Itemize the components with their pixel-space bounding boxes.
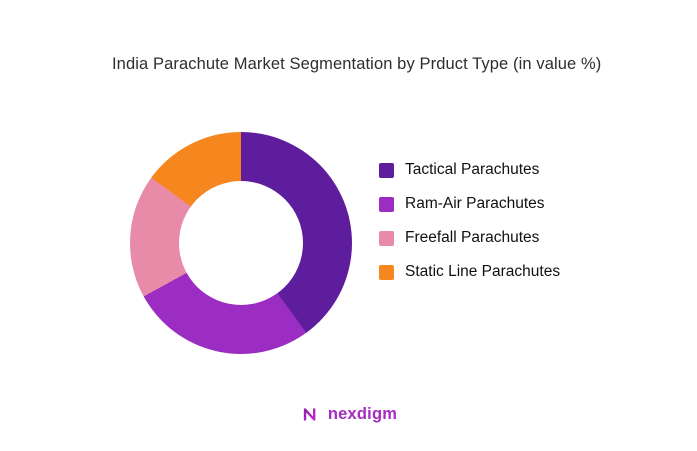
legend-item-ram-air: Ram-Air Parachutes	[379, 194, 560, 214]
legend-item-tactical: Tactical Parachutes	[379, 160, 560, 180]
legend-label: Freefall Parachutes	[405, 229, 540, 246]
legend-swatch	[379, 162, 394, 178]
legend-label: Tactical Parachutes	[405, 161, 540, 178]
chart-title: India Parachute Market Segmentation by P…	[112, 55, 602, 73]
brand-name: nexdigm	[327, 404, 398, 423]
legend-swatch	[379, 230, 394, 246]
legend-swatch	[379, 264, 394, 280]
brand-footer: nexdigm	[0, 403, 697, 425]
legend-label: Static Line Parachutes	[405, 263, 561, 280]
legend-label: Ram-Air Parachutes	[405, 195, 545, 212]
nexdigm-logo-icon	[303, 408, 316, 421]
legend-swatch	[379, 196, 394, 212]
donut-chart-container	[130, 132, 352, 354]
chart-legend: Tactical Parachutes Ram-Air Parachutes F…	[379, 160, 560, 282]
legend-item-freefall: Freefall Parachutes	[379, 228, 560, 248]
donut-hole	[179, 181, 303, 305]
legend-item-static-line: Static Line Parachutes	[379, 262, 560, 282]
